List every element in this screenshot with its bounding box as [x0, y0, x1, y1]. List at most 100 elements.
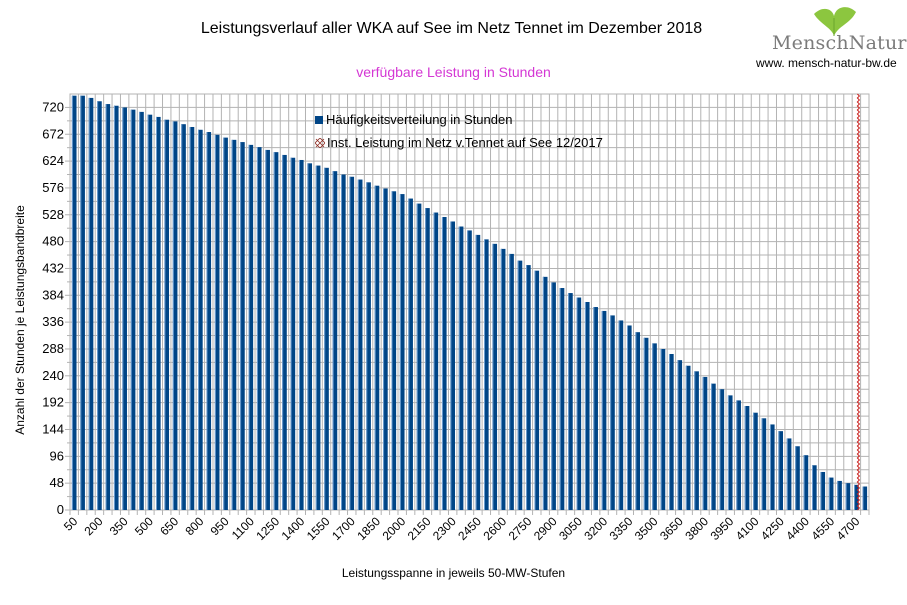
- x-tick-label: 4550: [808, 514, 837, 543]
- bar-highlight: [282, 154, 284, 511]
- bar: [399, 194, 405, 510]
- bar-highlight: [652, 343, 654, 510]
- bar-highlight: [786, 438, 788, 510]
- bar-highlight: [492, 243, 494, 510]
- bar: [172, 121, 178, 510]
- bar-highlight: [298, 159, 300, 510]
- bar-highlight: [139, 111, 141, 511]
- bar-highlight: [214, 134, 216, 510]
- bar-highlight: [223, 137, 225, 510]
- x-tick-label: 4250: [758, 514, 787, 543]
- bar-highlight: [769, 424, 771, 510]
- x-tick-label: 3050: [556, 514, 585, 543]
- logo-name: MenschNatur: [772, 32, 907, 54]
- bar: [828, 477, 834, 510]
- chart-subtitle: verfügbare Leistung in Stunden: [356, 64, 551, 80]
- bar: [425, 208, 430, 510]
- bar: [341, 174, 346, 511]
- bar-highlight: [248, 144, 250, 510]
- bar-highlight: [273, 152, 275, 510]
- bar: [105, 104, 111, 510]
- bar-highlight: [467, 230, 469, 510]
- bar-highlight: [155, 116, 157, 510]
- bar-highlight: [341, 174, 343, 511]
- bar-highlight: [744, 406, 746, 510]
- bar-highlight: [837, 480, 839, 510]
- bar-highlight: [71, 95, 73, 510]
- bar: [753, 412, 758, 510]
- bar: [332, 171, 338, 510]
- bar: [282, 154, 287, 511]
- x-tick-label: 1550: [304, 514, 333, 543]
- bar: [837, 480, 842, 510]
- bar-highlight: [509, 253, 511, 510]
- bar: [786, 438, 792, 510]
- bar: [71, 95, 77, 510]
- x-tick-label: 3650: [657, 514, 686, 543]
- bar: [484, 239, 489, 510]
- x-tick-label: 2900: [531, 514, 560, 543]
- bar-highlight: [694, 371, 696, 510]
- y-tick-label: 336: [42, 314, 64, 329]
- bar-highlight: [812, 465, 814, 510]
- bar-highlight: [660, 348, 662, 510]
- bar-highlight: [677, 360, 679, 510]
- logo-url[interactable]: www. mensch-natur-bw.de: [756, 56, 897, 70]
- bar: [214, 134, 220, 510]
- bar: [635, 332, 641, 510]
- bar-highlight: [643, 337, 645, 510]
- x-tick-label: 950: [208, 514, 232, 538]
- bar-highlight: [172, 121, 174, 510]
- legend-swatch-cross-icon: [315, 137, 325, 148]
- bar: [736, 400, 741, 510]
- bar-highlight: [147, 114, 149, 510]
- x-tick-label: 1250: [253, 514, 282, 543]
- installed-capacity-line: [856, 93, 861, 511]
- bar: [80, 95, 85, 510]
- bar-highlight: [357, 179, 359, 510]
- bar-highlight: [324, 167, 326, 510]
- x-tick-label: 2150: [405, 514, 434, 543]
- bar-highlight: [828, 477, 830, 510]
- bar: [366, 182, 371, 510]
- bar: [652, 343, 657, 510]
- bar: [610, 315, 615, 510]
- bar: [685, 365, 691, 510]
- legend-swatch-square-icon: [315, 115, 323, 124]
- x-tick-label: 800: [182, 514, 206, 538]
- bar-highlight: [526, 265, 528, 510]
- bar: [500, 248, 506, 510]
- bar-highlight: [803, 455, 805, 510]
- x-tick-label: 3950: [708, 514, 737, 543]
- bar: [694, 371, 699, 510]
- chart-title-text: Leistungsverlauf aller WKA auf See im Ne…: [200, 20, 703, 37]
- bar-highlight: [685, 365, 687, 510]
- bar-highlight: [610, 315, 612, 510]
- bar: [719, 389, 725, 510]
- bar-highlight: [593, 307, 595, 510]
- y-tick-label: 672: [42, 126, 64, 141]
- bar-highlight: [761, 418, 763, 510]
- y-tick-label: 576: [42, 180, 64, 195]
- x-tick-label: 500: [132, 514, 156, 538]
- y-tick-label: 96: [50, 448, 64, 463]
- bar: [231, 139, 237, 510]
- ginkgo-leaf-icon: [814, 7, 856, 37]
- bar: [374, 185, 380, 511]
- bar-highlight: [113, 105, 115, 510]
- bar-highlight: [206, 132, 208, 511]
- bar-highlight: [778, 431, 780, 510]
- bar: [593, 307, 598, 510]
- x-tick-label: 200: [81, 514, 105, 538]
- bar: [181, 124, 186, 511]
- bar: [256, 147, 262, 510]
- bar: [357, 179, 363, 510]
- bar-highlight: [618, 320, 620, 510]
- bar: [198, 129, 203, 510]
- bar: [761, 418, 767, 510]
- bar: [803, 455, 809, 510]
- bar-highlight: [130, 109, 132, 510]
- logo: MenschNatur www. mensch-natur-bw.de: [752, 4, 907, 70]
- y-tick-label: 192: [42, 395, 64, 410]
- bar-highlight: [240, 142, 242, 510]
